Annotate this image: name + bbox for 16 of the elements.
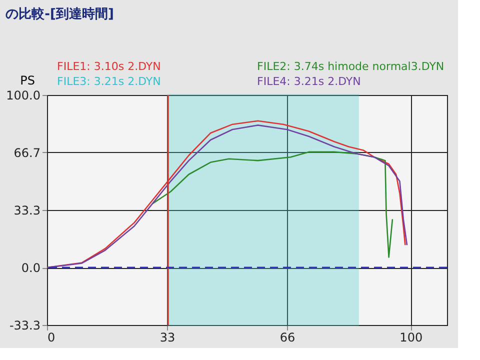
chart-title: の比較-[到達時間]	[6, 7, 114, 22]
x-tick-label: 100	[400, 330, 423, 344]
y-tick-label: -33.3	[9, 318, 40, 332]
legend-label: FILE3: 3.21s 2.DYN	[57, 75, 161, 88]
y-tick-label: 33.3	[14, 204, 40, 218]
x-tick-label: 33	[160, 330, 176, 344]
y-tick-label: 0.0	[21, 261, 40, 276]
x-tick-label: 0	[48, 330, 56, 344]
y-tick-label: 100.0	[6, 88, 40, 102]
y-tick-label: 66.7	[14, 146, 40, 160]
x-tick-label: 66	[280, 330, 296, 344]
text: FILE4: 3.21s 2.DYN	[257, 75, 361, 88]
line-series	[152, 151, 394, 258]
text: FILE2: 3.74s himode normal3.DYN	[257, 60, 444, 73]
text: FILE1: 3.10s 2.DYN	[57, 60, 161, 73]
y-axis-title: PS	[20, 74, 35, 88]
